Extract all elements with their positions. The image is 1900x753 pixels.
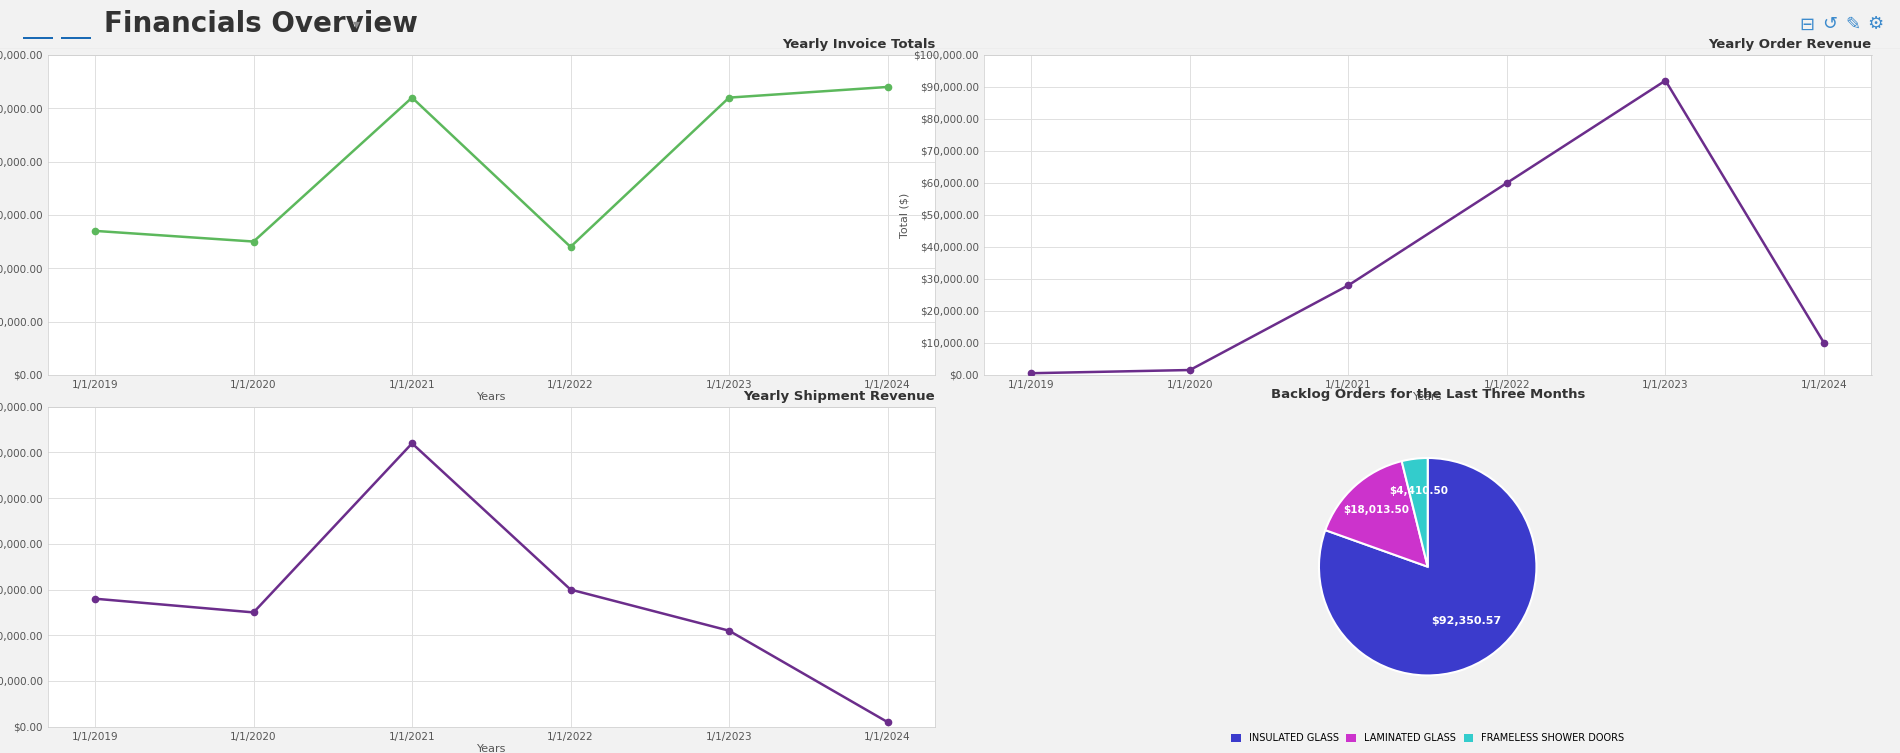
Title: Backlog Orders for the Last Three Months: Backlog Orders for the Last Three Months [1271, 389, 1585, 401]
Text: ↺: ↺ [1822, 16, 1837, 33]
Wedge shape [1319, 458, 1537, 675]
Text: ⚙: ⚙ [1868, 16, 1883, 33]
Text: Yearly Order Revenue: Yearly Order Revenue [1708, 38, 1872, 51]
Text: ▾: ▾ [353, 17, 361, 32]
Y-axis label: Total ($): Total ($) [899, 192, 910, 237]
Text: $4,410.50: $4,410.50 [1389, 486, 1448, 495]
Text: Financials Overview: Financials Overview [104, 11, 418, 38]
Text: ✎: ✎ [1845, 16, 1860, 33]
Text: Yearly Shipment Revenue: Yearly Shipment Revenue [743, 390, 935, 403]
X-axis label: Years: Years [477, 392, 505, 402]
FancyBboxPatch shape [23, 38, 53, 39]
Legend: INSULATED GLASS, LAMINATED GLASS, FRAMELESS SHOWER DOORS: INSULATED GLASS, LAMINATED GLASS, FRAMEL… [1227, 730, 1628, 748]
Wedge shape [1326, 461, 1427, 567]
FancyBboxPatch shape [61, 38, 91, 39]
Text: $92,350.57: $92,350.57 [1431, 616, 1501, 626]
X-axis label: Years: Years [1414, 392, 1442, 402]
Wedge shape [1402, 458, 1427, 567]
Text: ⊟: ⊟ [1799, 16, 1814, 33]
Text: $18,013.50: $18,013.50 [1343, 505, 1410, 515]
X-axis label: Years: Years [477, 744, 505, 753]
Text: Yearly Invoice Totals: Yearly Invoice Totals [781, 38, 935, 51]
